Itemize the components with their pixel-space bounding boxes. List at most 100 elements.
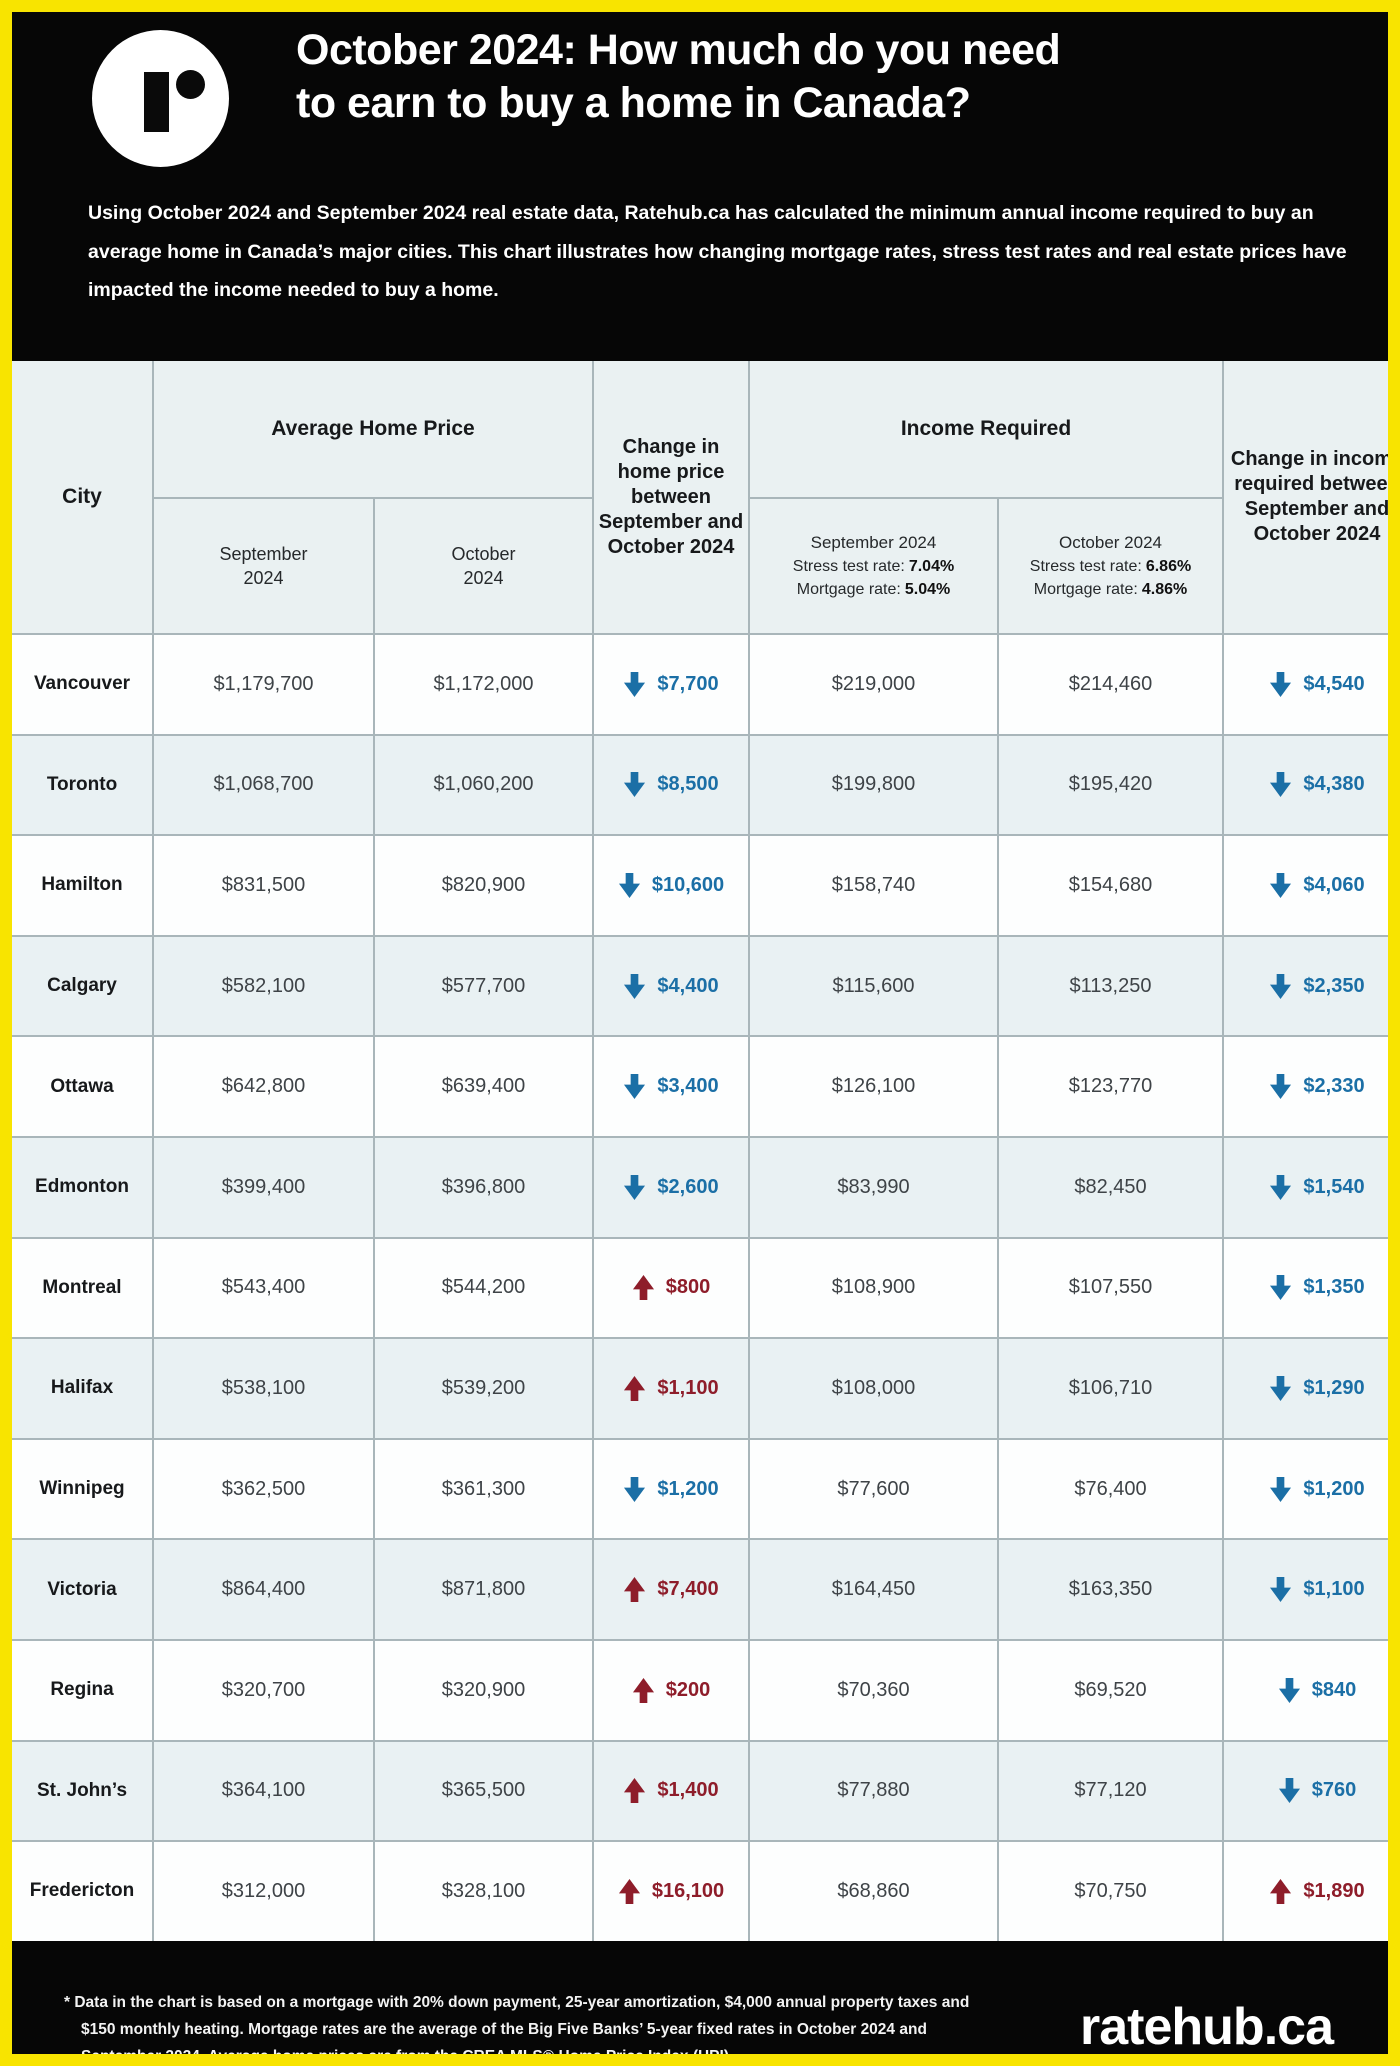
income-change-cell: $4,380 [1224,735,1388,835]
price-change-value: $10,600 [651,873,725,896]
income-change-cell: $1,100 [1224,1540,1388,1639]
income-september-cell: $164,450 [750,1540,997,1639]
price-september-cell: $582,100 [154,936,373,1036]
footnote: * Data in the chart is based on a mortga… [64,1989,969,2054]
footer-banner: * Data in the chart is based on a mortga… [12,1940,1388,2054]
income-october-cell: $195,420 [999,735,1222,835]
price-october-cell: $396,800 [375,1137,592,1237]
income-change-cell: $1,890 [1224,1842,1388,1941]
price-october-cell: $365,500 [375,1741,592,1841]
income-change-value: $1,890 [1303,1879,1365,1902]
change-arrow-icon [624,1174,646,1200]
income-change-value: $1,290 [1303,1376,1365,1399]
income-september-cell: $83,990 [750,1137,997,1237]
ratehub-logo-mark-icon [92,30,229,167]
income-change-cell: $760 [1224,1741,1388,1841]
price-change-value: $200 [665,1678,711,1701]
city-name-cell: Vancouver [12,635,152,734]
change-arrow-icon [1278,1778,1300,1804]
change-arrow-icon [1270,1275,1292,1301]
change-arrow-icon [1270,873,1292,898]
income-october-period: October 2024 [1058,533,1162,552]
price-october-cell: $820,900 [375,836,592,935]
change-arrow-icon [1270,1375,1292,1401]
income-change-cell: $2,330 [1224,1037,1388,1136]
income-september-cell: $68,860 [750,1842,997,1941]
income-change-value: $1,100 [1303,1578,1365,1601]
price-change-cell: $800 [594,1238,748,1338]
income-change-value: $1,350 [1303,1276,1365,1299]
change-arrow-icon [624,1476,646,1502]
price-change-value: $2,600 [657,1175,719,1198]
price-october-cell: $544,200 [375,1238,592,1338]
change-arrow-icon [1270,1878,1292,1904]
price-september-cell: $1,179,700 [154,635,373,734]
change-arrow-icon [624,973,646,999]
price-change-value: $16,100 [651,1879,725,1902]
income-september-cell: $115,600 [750,936,997,1036]
change-arrow-icon [1270,973,1292,999]
intro-paragraph: Using October 2024 and September 2024 re… [88,202,1347,301]
city-name-cell: Toronto [12,735,152,835]
price-change-value: $8,500 [657,773,719,796]
income-change-cell: $4,060 [1224,836,1388,935]
column-header-price-september: September 2024 [154,499,373,633]
column-header-average-home-price: Average Home Price [154,361,592,497]
price-change-cell: $1,400 [594,1741,748,1841]
price-change-value: $1,400 [657,1779,719,1802]
price-october-cell: $328,100 [375,1842,592,1941]
income-september-cell: $158,740 [750,836,997,935]
income-september-cell: $126,100 [750,1037,997,1136]
change-arrow-icon [624,1577,646,1603]
column-header-income-required: Income Required [750,361,1222,497]
income-october-cell: $82,450 [999,1137,1222,1237]
price-october-cell: $539,200 [375,1339,592,1438]
income-change-value: $1,540 [1303,1175,1365,1198]
footnote-line-2: $150 monthly heating. Mortgage rates are… [81,2020,927,2038]
city-name-cell: Calgary [12,936,152,1036]
price-october-cell: $639,400 [375,1037,592,1136]
income-change-value: $840 [1311,1678,1357,1701]
column-header-income-september: September 2024 Stress test rate: 7.04% Mo… [750,499,997,633]
price-september-cell: $831,500 [154,836,373,935]
city-name-cell: Victoria [12,1540,152,1639]
price-october-cell: $577,700 [375,936,592,1036]
price-change-value: $3,400 [657,1075,719,1098]
change-arrow-icon [1270,1074,1292,1100]
income-october-cell: $107,550 [999,1238,1222,1338]
change-arrow-icon [1270,1577,1292,1603]
change-arrow-icon [1270,772,1292,798]
price-october-cell: $871,800 [375,1540,592,1639]
column-header-change-home-price: Change in home price between September a… [594,361,748,633]
income-change-value: $1,200 [1303,1477,1365,1500]
income-october-mortgage-rate: Mortgage rate: 4.86% [1033,581,1188,598]
price-september-cell: $538,100 [154,1339,373,1438]
price-change-cell: $7,400 [594,1540,748,1639]
price-change-value: $1,200 [657,1477,719,1500]
logo-r-dot [176,70,205,99]
income-change-value: $4,540 [1303,672,1365,695]
price-september-cell: $320,700 [154,1640,373,1740]
income-change-value: $4,060 [1303,873,1365,896]
income-change-cell: $840 [1224,1640,1388,1740]
column-header-change-income: Change in income required between Septem… [1224,361,1388,633]
change-arrow-icon [624,1074,646,1100]
data-table: City Average Home Price September 2024 O… [12,361,1388,1941]
price-september-cell: $364,100 [154,1741,373,1841]
price-change-value: $1,100 [657,1376,719,1399]
price-october-cell: $361,300 [375,1439,592,1539]
income-september-cell: $77,880 [750,1741,997,1841]
price-september-cell: $399,400 [154,1137,373,1237]
income-october-cell: $77,120 [999,1741,1222,1841]
change-arrow-icon [618,873,640,898]
income-september-cell: $219,000 [750,635,997,734]
logo-r-bar [144,72,169,132]
change-arrow-icon [624,1778,646,1804]
city-name-cell: Montreal [12,1238,152,1338]
change-arrow-icon [618,1878,640,1904]
price-change-cell: $7,700 [594,635,748,734]
income-october-cell: $70,750 [999,1842,1222,1941]
change-arrow-icon [624,671,646,697]
city-name-cell: Winnipeg [12,1439,152,1539]
